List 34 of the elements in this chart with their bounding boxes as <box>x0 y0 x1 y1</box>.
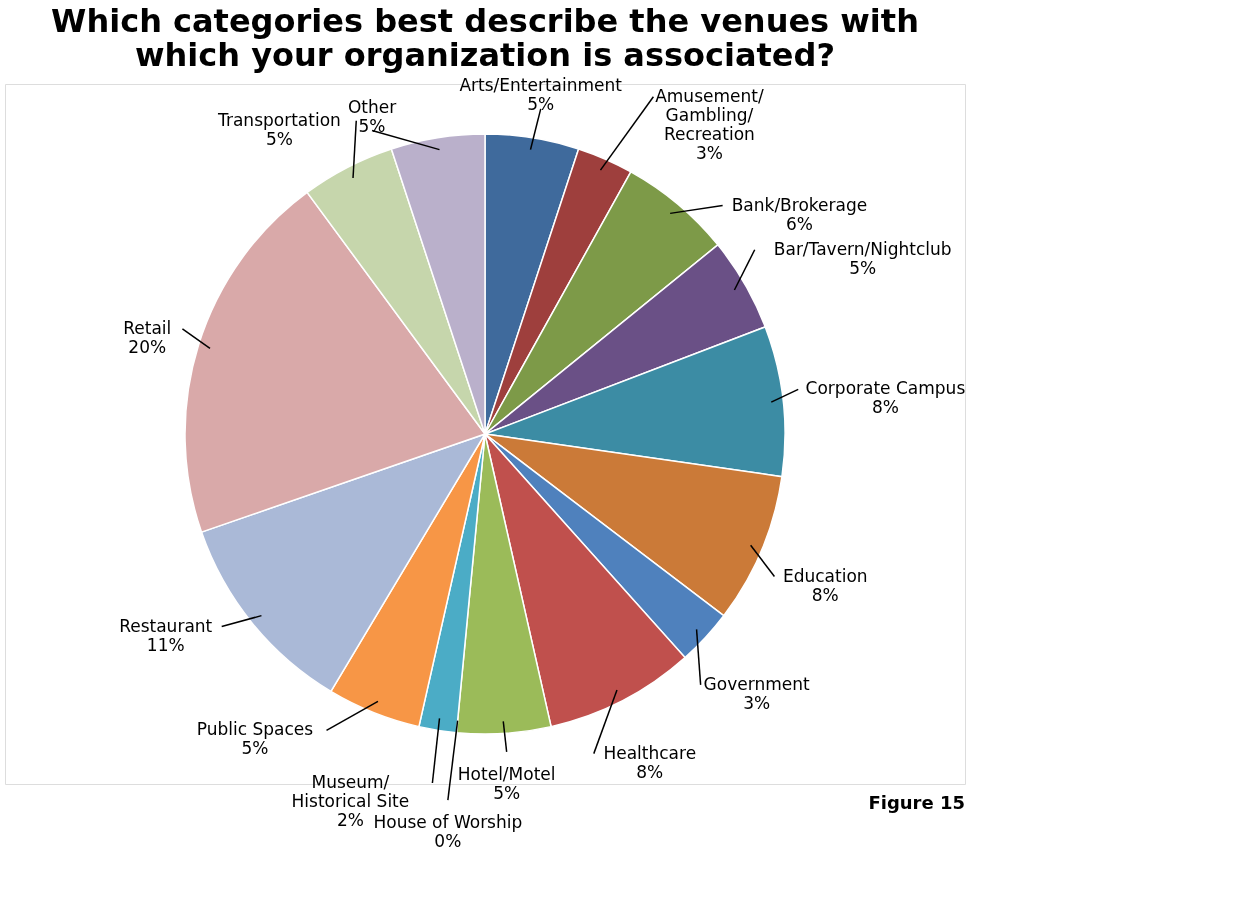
data-label: 5% <box>849 257 877 278</box>
text: Which categories best describe the venues with <box>51 1 919 40</box>
data-label: 5% <box>241 738 269 759</box>
slice-label: Bar/Tavern/Nightclub <box>773 238 952 259</box>
data-label: 6% <box>785 213 813 234</box>
data-label: 3% <box>695 142 723 163</box>
slice-label: Bank/Brokerage <box>731 194 868 215</box>
data-label: 20% <box>128 336 167 357</box>
data-label: 5% <box>358 115 386 136</box>
data-label: 8% <box>636 761 664 782</box>
category-label: House of Worship <box>373 812 523 833</box>
slice-label: Hotel/Motel <box>457 763 556 784</box>
slice-label: Corporate Campus <box>805 378 966 399</box>
data-label: 5% <box>527 93 555 114</box>
slice-label: Public Spaces <box>196 719 314 740</box>
slice-label: Other <box>347 96 397 117</box>
slice-label: Transportation <box>217 109 341 130</box>
data-label: 11% <box>146 634 185 655</box>
text: 0% <box>434 831 462 852</box>
slice-label: Education <box>782 565 868 586</box>
slice-label: Healthcare <box>603 742 697 763</box>
slice-label: Arts/Entertainment <box>459 74 623 95</box>
data-label: 2% <box>336 810 364 830</box>
data-label: 8% <box>811 584 839 605</box>
slice-label: Restaurant <box>119 615 213 636</box>
data-label: 5% <box>493 782 521 803</box>
slice-label: Amusement/Gambling/Recreation <box>655 85 764 144</box>
data-label: 5% <box>265 128 293 149</box>
data-label: 3% <box>743 692 771 713</box>
slice-label: Museum/Historical Site <box>291 772 410 811</box>
data-label: 8% <box>871 397 899 418</box>
slice-label: Government <box>703 673 810 694</box>
caption: Figure 15 <box>868 792 965 813</box>
slice-label: Retail <box>123 317 172 338</box>
